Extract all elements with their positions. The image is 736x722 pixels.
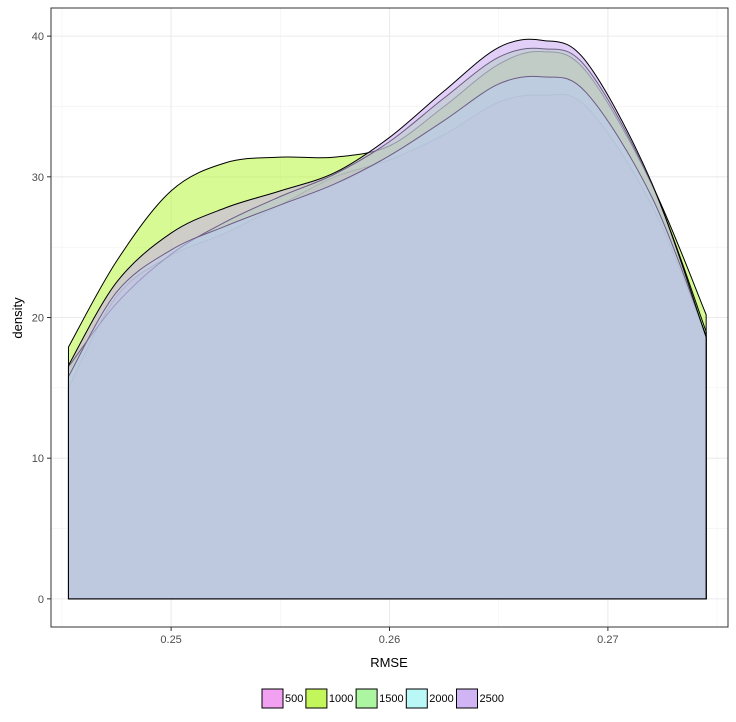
y-axis-title: density [10,297,25,339]
y-tick-label: 20 [32,313,44,325]
y-tick-label: 10 [32,453,44,465]
x-axis-title: RMSE [370,655,408,670]
y-tick-label: 0 [38,594,44,606]
axis-ticks: 0.25 0.26 0.27 0 10 20 30 40 [32,31,619,646]
legend-key-1500 [355,688,378,709]
legend-key-1000 [305,688,328,709]
x-tick-label: 0.26 [379,634,400,646]
y-tick-label: 30 [32,172,44,184]
x-tick-label: 0.25 [160,634,181,646]
legend-key-2000 [405,688,428,709]
x-tick-label: 0.27 [597,634,618,646]
legend-label-1500: 1500 [379,693,403,705]
legend: 500 1000 1500 2000 2500 [261,688,504,709]
legend-key-2500 [456,688,478,709]
legend-label-2000: 2000 [429,693,453,705]
legend-label-500: 500 [285,693,303,705]
legend-label-1000: 1000 [329,693,353,705]
density-areas [67,38,707,600]
legend-label-2500: 2500 [480,693,504,705]
legend-key-500 [261,688,284,709]
y-tick-label: 40 [32,31,44,43]
density-area-2500 [67,38,707,600]
